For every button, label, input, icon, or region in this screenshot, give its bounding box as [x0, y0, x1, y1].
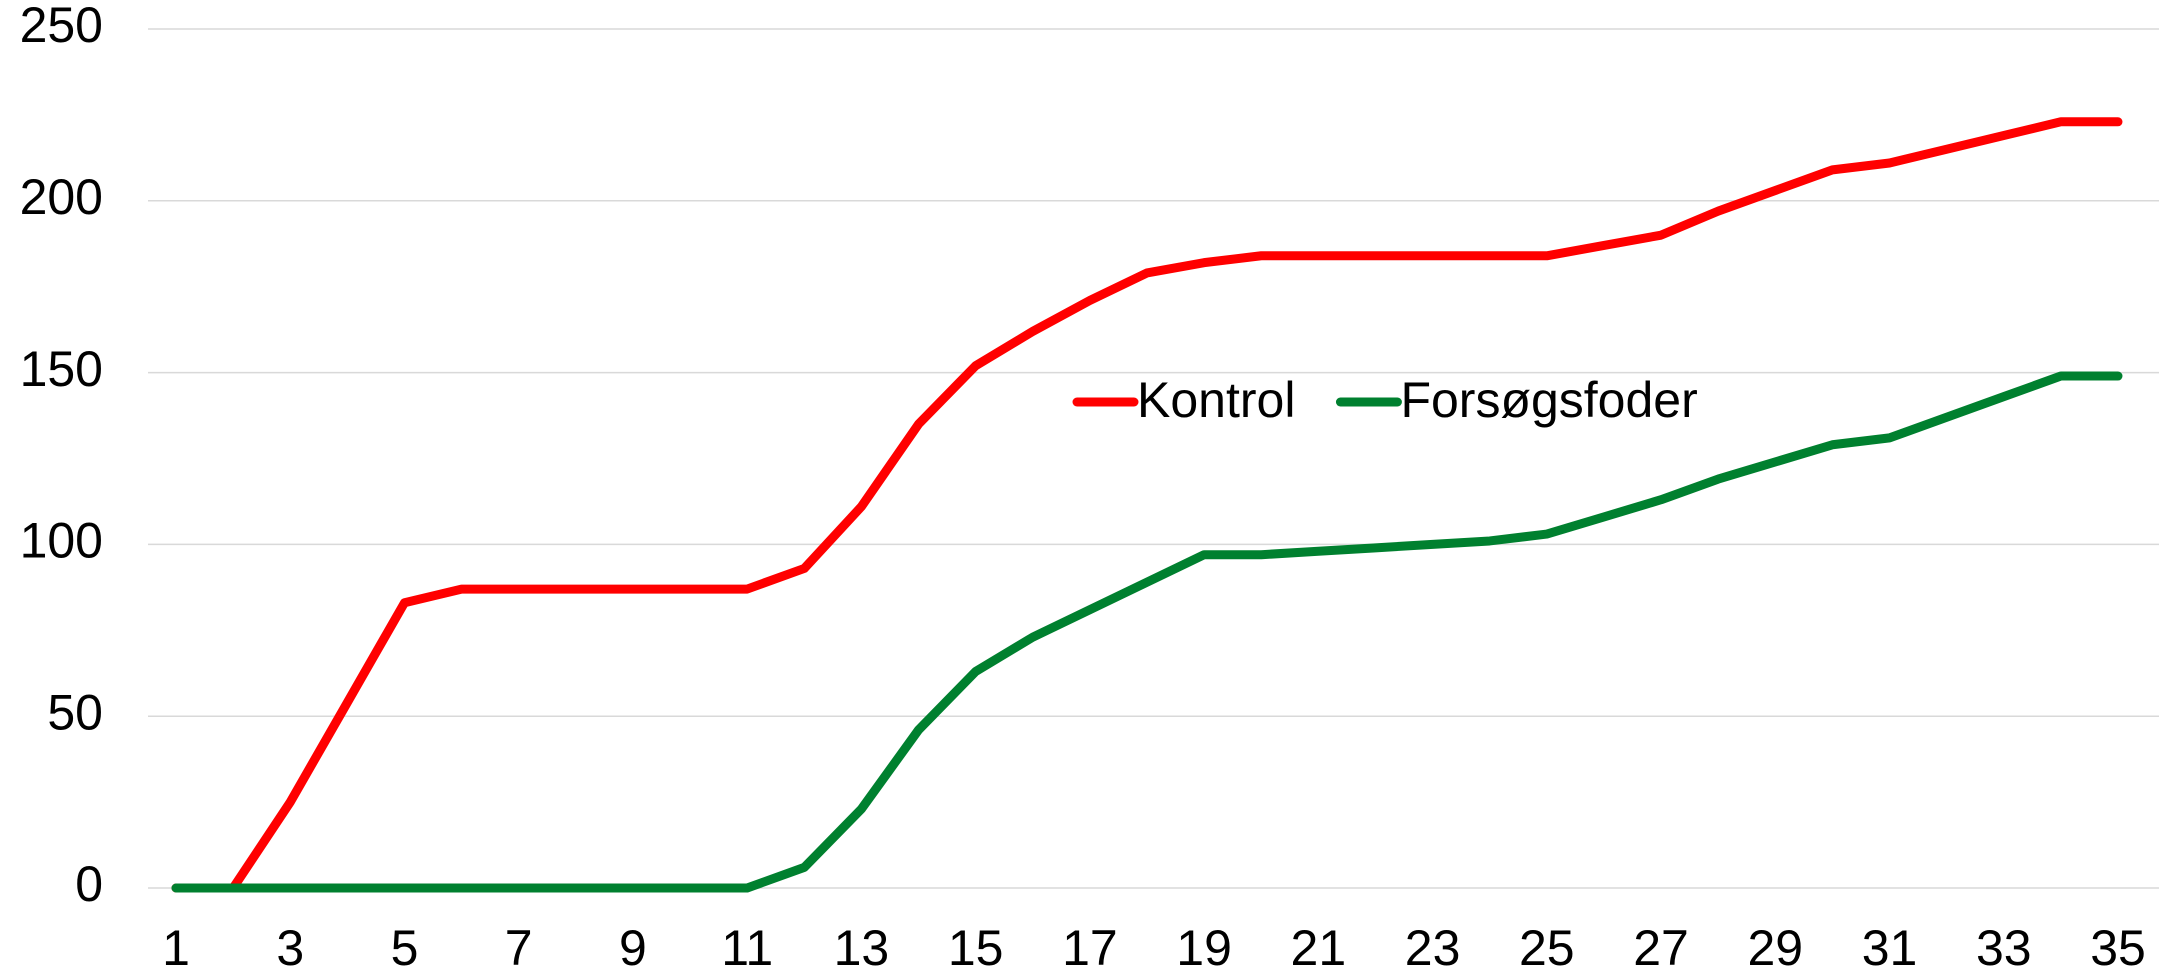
x-tick-label: 35	[2090, 920, 2146, 976]
x-tick-label: 7	[505, 920, 533, 976]
x-tick-label: 3	[276, 920, 304, 976]
y-tick-label: 200	[20, 169, 103, 225]
x-tick-label: 17	[1062, 920, 1118, 976]
y-tick-label: 0	[75, 856, 103, 912]
series-line	[171, 117, 2123, 893]
legend-label: Kontrol	[1137, 372, 1295, 428]
y-tick-label: 50	[47, 684, 103, 740]
y-tick-label: 150	[20, 341, 103, 397]
x-tick-label: 27	[1633, 920, 1689, 976]
y-tick-label: 250	[20, 0, 103, 53]
x-tick-label: 5	[391, 920, 419, 976]
y-tick-label: 100	[20, 513, 103, 569]
x-tick-label: 25	[1519, 920, 1575, 976]
x-tick-label: 19	[1176, 920, 1232, 976]
x-tick-label: 23	[1405, 920, 1461, 976]
x-tick-label: 13	[834, 920, 890, 976]
legend-label: Forsøgsfoder	[1400, 372, 1697, 428]
x-tick-label: 31	[1862, 920, 1918, 976]
x-tick-label: 33	[1976, 920, 2032, 976]
x-tick-label: 15	[948, 920, 1004, 976]
x-tick-label: 11	[721, 920, 773, 976]
x-tick-label: 1	[162, 920, 190, 976]
series-line	[171, 371, 2123, 893]
x-tick-label: 21	[1291, 920, 1347, 976]
x-tick-label: 9	[619, 920, 647, 976]
x-tick-label: 29	[1747, 920, 1803, 976]
